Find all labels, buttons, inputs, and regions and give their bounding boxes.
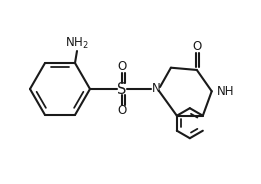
Text: O: O <box>117 105 127 118</box>
Text: S: S <box>117 82 127 96</box>
Text: O: O <box>192 40 201 54</box>
Text: O: O <box>117 61 127 73</box>
Text: NH$_2$: NH$_2$ <box>65 36 89 51</box>
Text: NH: NH <box>217 85 234 98</box>
Text: N: N <box>152 82 160 95</box>
